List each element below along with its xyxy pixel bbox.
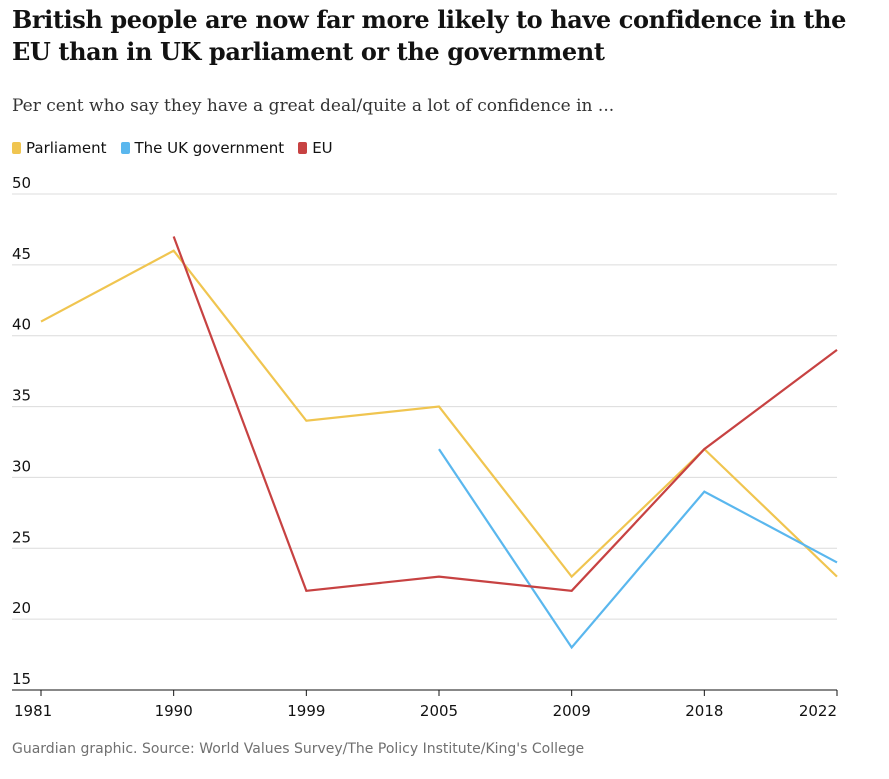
legend: Parliament The UK government EU [12, 139, 333, 157]
x-tick-label-1999: 1999 [287, 702, 325, 720]
chart-title: British people are now far more likely t… [12, 5, 846, 66]
x-tick-label-1990: 1990 [155, 702, 193, 720]
legend-item-parliament: Parliament [12, 139, 107, 157]
legend-label-uk-government: The UK government [134, 139, 285, 157]
legend-item-uk-government: The UK government [120, 139, 285, 157]
legend-label-parliament: Parliament [26, 139, 107, 157]
series-line-the-uk-government [438, 448, 838, 650]
legend-swatch-parliament [12, 142, 21, 154]
legend-item-eu: EU [298, 139, 333, 157]
y-tick-label-35: 35 [12, 387, 31, 405]
y-tick-label-15: 15 [12, 670, 31, 688]
x-tick-label-2005: 2005 [420, 702, 458, 720]
source-note: Guardian graphic. Source: World Values S… [12, 741, 585, 757]
legend-swatch-eu [298, 142, 308, 154]
y-tick-label-50: 50 [12, 174, 31, 192]
y-tick-label-20: 20 [12, 599, 31, 617]
y-tick-label-25: 25 [12, 528, 31, 546]
chart-subtitle: Per cent who say they have a great deal/… [12, 96, 615, 116]
series-line-eu [172, 236, 838, 592]
series-line-parliament [40, 249, 838, 579]
y-tick-label-40: 40 [12, 316, 31, 334]
y-tick-label-30: 30 [12, 457, 31, 475]
x-tick-label-1981: 1981 [14, 702, 52, 720]
x-tick-label-2018: 2018 [685, 702, 723, 720]
legend-label-eu: EU [312, 139, 333, 157]
legend-swatch-uk-government [120, 142, 130, 154]
y-tick-label-45: 45 [12, 245, 31, 263]
x-tick-label-2022: 2022 [799, 702, 837, 720]
x-tick-label-2009: 2009 [553, 702, 591, 720]
